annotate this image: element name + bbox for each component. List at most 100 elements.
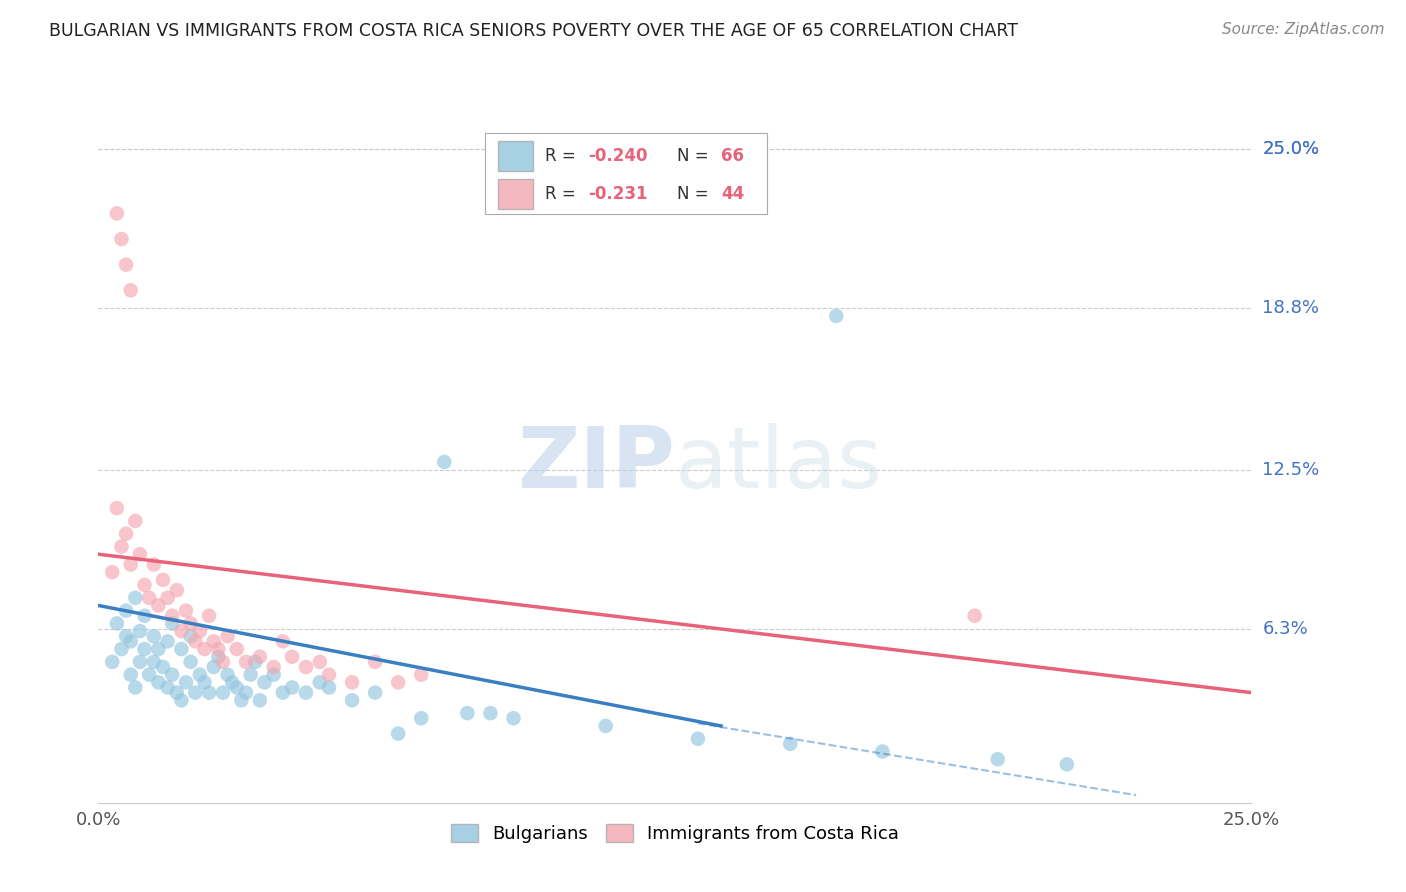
Text: N =: N = [678,147,714,165]
Point [411,711,433,725]
Point [180,616,202,631]
Point [207,642,229,657]
Point [295,685,318,699]
Point [872,745,894,759]
Point [202,660,225,674]
Point [115,526,138,541]
Point [115,629,138,643]
Text: -0.240: -0.240 [589,147,648,165]
Point [318,667,340,681]
Point [198,685,221,699]
Point [825,309,848,323]
Point [134,642,156,657]
Point [124,681,146,695]
Point [142,558,165,572]
Point [271,685,294,699]
Point [174,675,197,690]
Point [245,655,267,669]
Point [101,655,124,669]
Point [308,675,330,690]
Point [134,608,156,623]
Point [166,583,188,598]
Point [193,642,215,657]
Text: R =: R = [544,147,581,165]
Point [249,649,271,664]
Point [115,258,138,272]
Point [156,591,179,605]
Point [160,667,183,681]
Point [364,685,387,699]
Point [180,629,202,643]
Text: ZIP: ZIP [517,423,675,506]
Point [271,634,294,648]
Point [217,629,239,643]
Point [263,660,285,674]
Point [124,514,146,528]
Point [148,599,170,613]
Text: -0.231: -0.231 [589,186,648,203]
Point [225,681,247,695]
Point [134,578,156,592]
Point [138,591,160,605]
Point [340,693,363,707]
Point [456,706,478,720]
Point [263,667,285,681]
Point [235,685,257,699]
Point [180,655,202,669]
Point [295,660,318,674]
Point [170,693,193,707]
Point [411,667,433,681]
Point [166,685,188,699]
Point [148,642,170,657]
Point [152,573,174,587]
Text: 12.5%: 12.5% [1263,460,1320,479]
Point [202,634,225,648]
Point [160,608,183,623]
Point [129,547,152,561]
Point [987,752,1010,766]
Point [170,624,193,639]
Point [686,731,709,746]
Point [221,675,243,690]
Point [148,675,170,690]
Text: 25.0%: 25.0% [1263,140,1320,159]
Point [110,642,132,657]
Text: R =: R = [544,186,586,203]
Point [188,624,211,639]
Point [170,642,193,657]
Point [281,649,304,664]
Point [105,206,128,220]
Legend: Bulgarians, Immigrants from Costa Rica: Bulgarians, Immigrants from Costa Rica [443,816,907,850]
Text: 18.8%: 18.8% [1263,299,1319,318]
Point [963,608,986,623]
Bar [499,179,533,209]
Point [105,501,128,516]
Point [253,675,276,690]
Bar [499,141,533,171]
Point [198,608,221,623]
Text: 6.3%: 6.3% [1263,620,1308,638]
Point [387,726,409,740]
Point [142,655,165,669]
Point [142,629,165,643]
Point [479,706,502,720]
Point [115,604,138,618]
Point [340,675,363,690]
Point [160,616,183,631]
Point [502,711,524,725]
Point [120,634,142,648]
Point [120,283,142,297]
Point [129,655,152,669]
Point [235,655,257,669]
Point [217,667,239,681]
Point [105,616,128,631]
Point [387,675,409,690]
Text: atlas: atlas [675,423,883,506]
Point [212,655,235,669]
Point [1056,757,1078,772]
Point [120,667,142,681]
FancyBboxPatch shape [485,134,768,214]
Point [193,675,215,690]
Text: BULGARIAN VS IMMIGRANTS FROM COSTA RICA SENIORS POVERTY OVER THE AGE OF 65 CORRE: BULGARIAN VS IMMIGRANTS FROM COSTA RICA … [49,22,1018,40]
Point [231,693,253,707]
